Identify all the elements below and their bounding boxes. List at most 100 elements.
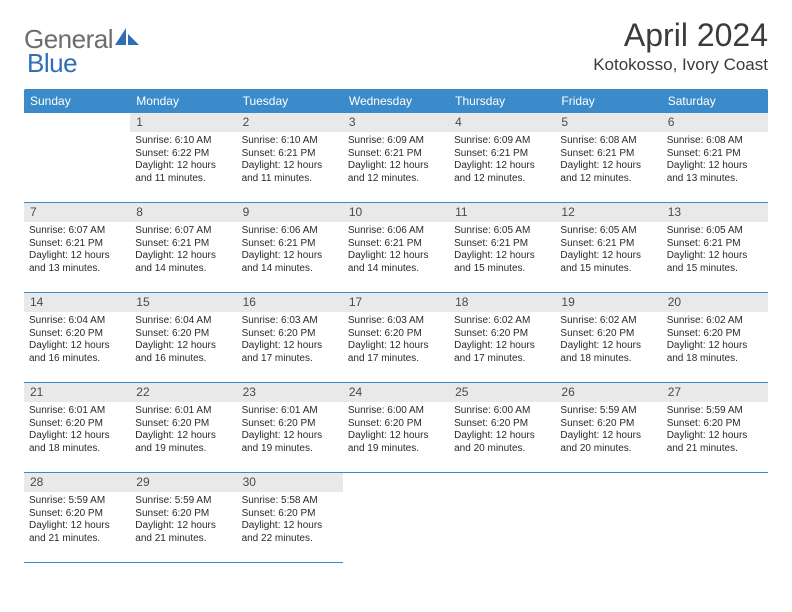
day-day1: Daylight: 12 hours <box>348 250 444 263</box>
calendar-day-cell: 18Sunrise: 6:02 AMSunset: 6:20 PMDayligh… <box>449 293 555 383</box>
day-day1: Daylight: 12 hours <box>242 160 338 173</box>
logo-sub: Blue <box>27 48 77 79</box>
day-number: 3 <box>343 113 449 132</box>
day-day2: and 15 minutes. <box>454 263 550 276</box>
day-number: 18 <box>449 293 555 312</box>
day-day2: and 14 minutes. <box>348 263 444 276</box>
day-day2: and 11 minutes. <box>242 173 338 186</box>
day-sunrise: Sunrise: 6:01 AM <box>242 405 338 418</box>
day-number: 14 <box>24 293 130 312</box>
day-day2: and 16 minutes. <box>135 353 231 366</box>
day-number: 16 <box>237 293 343 312</box>
day-details: Sunrise: 6:05 AMSunset: 6:21 PMDaylight:… <box>662 222 768 279</box>
day-number: 25 <box>449 383 555 402</box>
day-day1: Daylight: 12 hours <box>454 430 550 443</box>
day-sunrise: Sunrise: 6:02 AM <box>454 315 550 328</box>
day-sunset: Sunset: 6:20 PM <box>135 418 231 431</box>
day-number: 30 <box>237 473 343 492</box>
day-sunrise: Sunrise: 6:00 AM <box>348 405 444 418</box>
day-day2: and 17 minutes. <box>454 353 550 366</box>
day-sunrise: Sunrise: 6:04 AM <box>29 315 125 328</box>
day-sunset: Sunset: 6:20 PM <box>348 328 444 341</box>
day-sunset: Sunset: 6:22 PM <box>135 148 231 161</box>
day-day1: Daylight: 12 hours <box>560 160 656 173</box>
day-day2: and 12 minutes. <box>560 173 656 186</box>
day-day1: Daylight: 12 hours <box>29 250 125 263</box>
calendar-day-cell: 4Sunrise: 6:09 AMSunset: 6:21 PMDaylight… <box>449 113 555 203</box>
calendar-day-cell: 23Sunrise: 6:01 AMSunset: 6:20 PMDayligh… <box>237 383 343 473</box>
day-sunrise: Sunrise: 6:06 AM <box>348 225 444 238</box>
day-day1: Daylight: 12 hours <box>242 250 338 263</box>
calendar-day-cell: 20Sunrise: 6:02 AMSunset: 6:20 PMDayligh… <box>662 293 768 383</box>
day-details: Sunrise: 6:10 AMSunset: 6:22 PMDaylight:… <box>130 132 236 189</box>
day-details: Sunrise: 5:59 AMSunset: 6:20 PMDaylight:… <box>555 402 661 459</box>
day-sunset: Sunset: 6:21 PM <box>348 238 444 251</box>
day-sunrise: Sunrise: 5:59 AM <box>29 495 125 508</box>
day-details: Sunrise: 6:00 AMSunset: 6:20 PMDaylight:… <box>449 402 555 459</box>
day-number: 22 <box>130 383 236 402</box>
day-sunset: Sunset: 6:20 PM <box>242 328 338 341</box>
day-sunrise: Sunrise: 6:10 AM <box>242 135 338 148</box>
page-header: General April 2024 Kotokosso, Ivory Coas… <box>24 18 768 75</box>
day-sunset: Sunset: 6:20 PM <box>242 508 338 521</box>
day-day2: and 21 minutes. <box>29 533 125 546</box>
day-day2: and 21 minutes. <box>135 533 231 546</box>
day-day1: Daylight: 12 hours <box>667 250 763 263</box>
calendar-day-cell: 24Sunrise: 6:00 AMSunset: 6:20 PMDayligh… <box>343 383 449 473</box>
day-sunset: Sunset: 6:20 PM <box>667 418 763 431</box>
calendar-day-cell: 27Sunrise: 5:59 AMSunset: 6:20 PMDayligh… <box>662 383 768 473</box>
day-number: 24 <box>343 383 449 402</box>
day-sunset: Sunset: 6:21 PM <box>667 148 763 161</box>
calendar-week-row: 14Sunrise: 6:04 AMSunset: 6:20 PMDayligh… <box>24 293 768 383</box>
day-sunset: Sunset: 6:21 PM <box>454 148 550 161</box>
day-day2: and 21 minutes. <box>667 443 763 456</box>
day-number: 6 <box>662 113 768 132</box>
calendar-day-cell: 15Sunrise: 6:04 AMSunset: 6:20 PMDayligh… <box>130 293 236 383</box>
day-sunrise: Sunrise: 5:59 AM <box>667 405 763 418</box>
day-day1: Daylight: 12 hours <box>29 430 125 443</box>
calendar-day-cell: 19Sunrise: 6:02 AMSunset: 6:20 PMDayligh… <box>555 293 661 383</box>
day-sunrise: Sunrise: 6:08 AM <box>667 135 763 148</box>
day-day2: and 12 minutes. <box>454 173 550 186</box>
day-number: 17 <box>343 293 449 312</box>
day-number: 12 <box>555 203 661 222</box>
day-day1: Daylight: 12 hours <box>560 430 656 443</box>
day-day2: and 18 minutes. <box>560 353 656 366</box>
day-sunset: Sunset: 6:20 PM <box>29 508 125 521</box>
day-sunrise: Sunrise: 6:01 AM <box>29 405 125 418</box>
day-day2: and 15 minutes. <box>560 263 656 276</box>
day-day1: Daylight: 12 hours <box>135 520 231 533</box>
day-day1: Daylight: 12 hours <box>560 250 656 263</box>
day-number: 1 <box>130 113 236 132</box>
day-sunset: Sunset: 6:20 PM <box>348 418 444 431</box>
day-day2: and 19 minutes. <box>348 443 444 456</box>
day-sunset: Sunset: 6:20 PM <box>667 328 763 341</box>
calendar-day-cell: 22Sunrise: 6:01 AMSunset: 6:20 PMDayligh… <box>130 383 236 473</box>
day-number: 28 <box>24 473 130 492</box>
day-sunrise: Sunrise: 6:05 AM <box>454 225 550 238</box>
day-day2: and 18 minutes. <box>667 353 763 366</box>
day-details: Sunrise: 6:09 AMSunset: 6:21 PMDaylight:… <box>449 132 555 189</box>
day-sunrise: Sunrise: 6:10 AM <box>135 135 231 148</box>
day-sunrise: Sunrise: 6:03 AM <box>348 315 444 328</box>
weekday-header: Thursday <box>449 89 555 113</box>
day-sunrise: Sunrise: 6:08 AM <box>560 135 656 148</box>
day-sunset: Sunset: 6:20 PM <box>242 418 338 431</box>
day-details: Sunrise: 5:59 AMSunset: 6:20 PMDaylight:… <box>662 402 768 459</box>
day-sunrise: Sunrise: 6:05 AM <box>560 225 656 238</box>
day-day2: and 13 minutes. <box>29 263 125 276</box>
calendar-week-row: 1Sunrise: 6:10 AMSunset: 6:22 PMDaylight… <box>24 113 768 203</box>
day-number: 8 <box>130 203 236 222</box>
calendar-day-cell: 5Sunrise: 6:08 AMSunset: 6:21 PMDaylight… <box>555 113 661 203</box>
day-sunset: Sunset: 6:20 PM <box>560 418 656 431</box>
day-day2: and 14 minutes. <box>135 263 231 276</box>
calendar-week-row: 21Sunrise: 6:01 AMSunset: 6:20 PMDayligh… <box>24 383 768 473</box>
day-sunset: Sunset: 6:20 PM <box>29 328 125 341</box>
calendar-day-cell: 2Sunrise: 6:10 AMSunset: 6:21 PMDaylight… <box>237 113 343 203</box>
day-number: 7 <box>24 203 130 222</box>
day-sunset: Sunset: 6:20 PM <box>454 328 550 341</box>
day-number: 23 <box>237 383 343 402</box>
day-details: Sunrise: 6:01 AMSunset: 6:20 PMDaylight:… <box>24 402 130 459</box>
calendar-day-cell: 16Sunrise: 6:03 AMSunset: 6:20 PMDayligh… <box>237 293 343 383</box>
calendar-day-cell <box>662 473 768 563</box>
